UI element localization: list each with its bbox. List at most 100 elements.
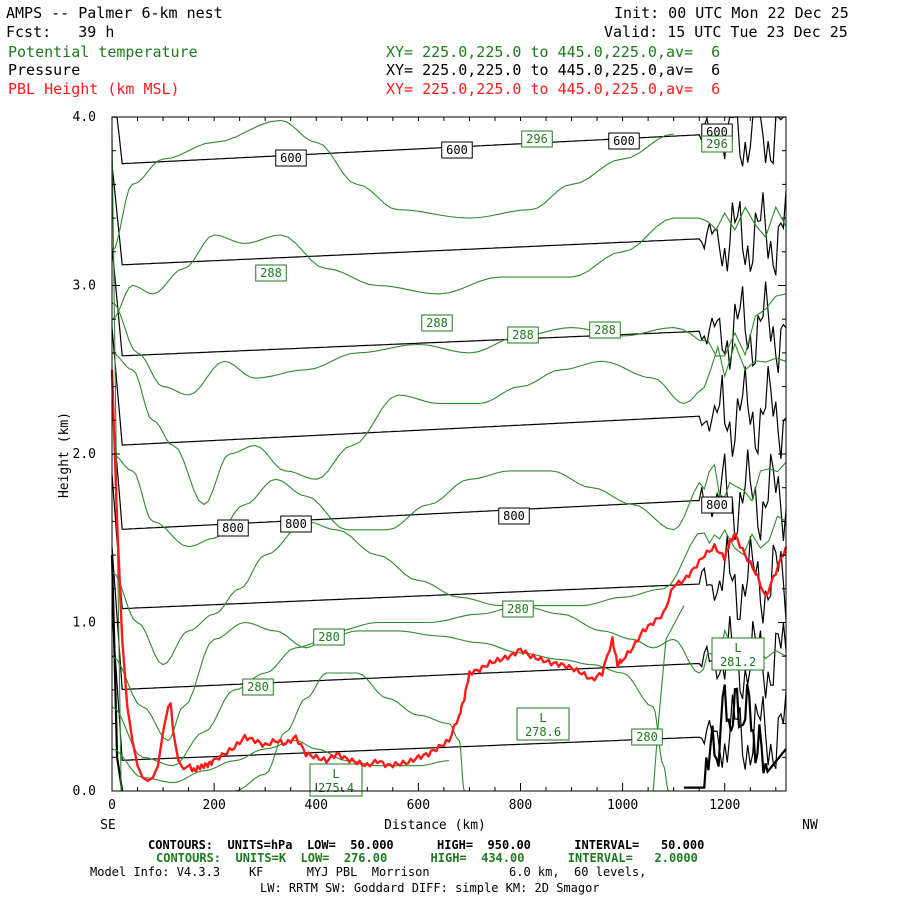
x-tick-label: 600 — [407, 798, 430, 813]
pressure-label-box — [608, 132, 640, 150]
theta-contour-line — [111, 119, 674, 253]
theta-label: 296 — [701, 135, 733, 153]
theta-contour-line — [111, 342, 787, 506]
field-xy-pbl: XY= 225.0,225.0 to 445.0,225.0,av= 6 — [386, 80, 721, 98]
pbl-height-series — [110, 369, 788, 783]
theta-label: 280 — [631, 728, 663, 746]
forecast-hour: Fcst: 39 h — [6, 23, 115, 41]
field-label-theta: Potential temperature — [8, 43, 198, 61]
pressure-label-text: 600 — [280, 151, 302, 165]
pressure-contour-line — [111, 546, 787, 700]
pressure-label: 800 — [701, 496, 733, 514]
x-end-label-right: NW — [802, 818, 818, 833]
theta-label-text: 280 — [247, 680, 269, 694]
theta-label-text: 280 — [318, 630, 340, 644]
theta-low-label-letter: L — [332, 767, 339, 781]
theta-label-text: 296 — [526, 132, 548, 146]
field-xy-pressure: XY= 225.0,225.0 to 445.0,225.0,av= 6 — [386, 61, 721, 79]
pressure-label: 800 — [498, 507, 530, 525]
y-tick-label: 4.0 — [73, 110, 96, 125]
theta-contour-line — [652, 605, 685, 792]
field-label-pbl: PBL Height (km MSL) — [8, 80, 180, 98]
theta-label: 280 — [502, 600, 534, 618]
pressure-label-text: 800 — [503, 509, 525, 523]
theta-contour-line — [111, 739, 450, 784]
pbl-height-line — [110, 369, 788, 783]
theta-contour-line — [111, 205, 787, 320]
field-xy-theta: XY= 225.0,225.0 to 445.0,225.0,av= 6 — [386, 43, 721, 61]
theta-label-box — [507, 326, 539, 344]
field-label-pressure: Pressure — [8, 61, 81, 79]
theta-label-box — [255, 264, 287, 282]
x-end-label-left: SE — [100, 818, 116, 833]
footer-physics: LW: RRTM SW: Goddard DIFF: simple KM: 2D… — [260, 881, 600, 895]
theta-label-box — [502, 600, 534, 618]
pressure-label-box — [498, 507, 530, 525]
pressure-label-box — [217, 519, 249, 537]
pressure-label: 800 — [280, 515, 312, 533]
pressure-label-box — [701, 496, 733, 514]
theta-label-box — [421, 314, 453, 332]
theta-contour-line — [111, 453, 787, 548]
theta-label-box — [589, 321, 621, 339]
theta-label: 288 — [421, 314, 453, 332]
theta-label-box — [631, 728, 663, 746]
pressure-label-text: 800 — [222, 521, 244, 535]
pressure-contour-line — [111, 608, 787, 770]
x-tick-label: 200 — [202, 798, 225, 813]
theta-label: 288 — [589, 321, 621, 339]
footer-theta-contours: CONTOURS: UNITS=K LOW= 276.00 HIGH= 434.… — [156, 851, 698, 865]
axes: 0 200 400 600 800 1000 1200 0.0 1.0 2.0 3.0 4.0 — [73, 110, 786, 813]
theta-low-label-value: 275.4 — [318, 781, 354, 795]
theta-label-text: 280 — [507, 602, 529, 616]
theta-label-text: 288 — [594, 323, 616, 337]
pressure-contour-line — [111, 403, 787, 542]
theta-low-label-box — [711, 637, 765, 671]
y-tick-label: 0.0 — [73, 784, 96, 799]
pressure-label: 600 — [275, 149, 307, 167]
theta-low-label-letter: L — [539, 711, 546, 725]
pressure-contour-line — [111, 327, 787, 459]
pressure-label-text: 800 — [706, 498, 728, 512]
x-tick-label: 400 — [305, 798, 328, 813]
theta-contour-line — [111, 630, 670, 792]
pressure-contour-line — [111, 246, 787, 374]
pressure-contour-line — [111, 474, 787, 624]
theta-label: 280 — [242, 678, 274, 696]
theta-label-box — [701, 135, 733, 153]
footer-model-info: Model Info: V4.3.3 KF MYJ PBL Morrison 6… — [90, 865, 647, 879]
footer-pressure-contours: CONTOURS: UNITS=hPa LOW= 50.000 HIGH= 95… — [148, 838, 705, 852]
x-tick-label: 800 — [509, 798, 532, 813]
pressure-label-box — [280, 515, 312, 533]
y-tick-label: 2.0 — [73, 447, 96, 462]
theta-low-label-letter: L — [734, 641, 741, 655]
x-tick-label: 1200 — [709, 798, 740, 813]
theta-label-box — [313, 628, 345, 646]
theta-label: 296 — [521, 130, 553, 148]
x-axis-label: Distance (km) — [384, 818, 486, 833]
init-time: Init: 00 UTC Mon 22 Dec 25 — [614, 4, 849, 22]
x-tick-label: 0 — [108, 798, 116, 813]
pressure-label-text: 600 — [446, 143, 468, 157]
pressure-label-text: 600 — [613, 134, 635, 148]
pressure-contour-line — [111, 164, 787, 276]
x-tick-label: 1000 — [607, 798, 638, 813]
y-axis-label: Height (km) — [57, 412, 72, 498]
theta-label-text: 288 — [260, 266, 282, 280]
pressure-label: 600 — [441, 141, 473, 159]
theta-label: 288 — [255, 264, 287, 282]
chart-title: AMPS -- Palmer 6-km nest — [6, 4, 223, 22]
theta-label-text: 280 — [636, 730, 658, 744]
y-tick-label: 3.0 — [73, 279, 96, 294]
theta-label-box — [242, 678, 274, 696]
pressure-label: 800 — [217, 519, 249, 537]
theta-label: 288 — [507, 326, 539, 344]
theta-label-text: 288 — [512, 328, 534, 342]
terrain-line — [683, 684, 787, 789]
theta-contour-line — [111, 605, 787, 742]
theta-label-box — [521, 130, 553, 148]
